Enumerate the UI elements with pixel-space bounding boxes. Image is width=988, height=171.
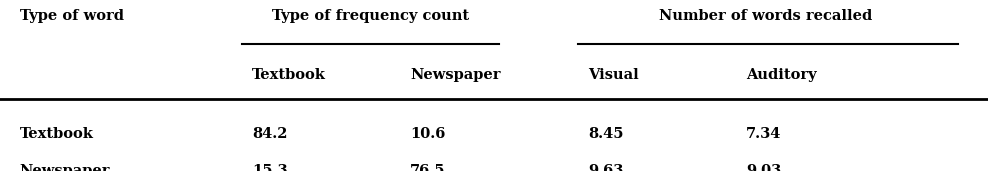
- Text: 9.03: 9.03: [746, 164, 782, 171]
- Text: Number of words recalled: Number of words recalled: [659, 9, 872, 23]
- Text: 7.34: 7.34: [746, 127, 782, 141]
- Text: Type of frequency count: Type of frequency count: [272, 9, 469, 23]
- Text: Newspaper: Newspaper: [410, 68, 501, 82]
- Text: 15.3: 15.3: [252, 164, 288, 171]
- Text: 76.5: 76.5: [410, 164, 446, 171]
- Text: Textbook: Textbook: [20, 127, 94, 141]
- Text: 84.2: 84.2: [252, 127, 288, 141]
- Text: 9.63: 9.63: [588, 164, 623, 171]
- Text: Visual: Visual: [588, 68, 638, 82]
- Text: 10.6: 10.6: [410, 127, 446, 141]
- Text: Textbook: Textbook: [252, 68, 326, 82]
- Text: Type of word: Type of word: [20, 9, 124, 23]
- Text: Newspaper: Newspaper: [20, 164, 111, 171]
- Text: 8.45: 8.45: [588, 127, 623, 141]
- Text: Auditory: Auditory: [746, 68, 816, 82]
